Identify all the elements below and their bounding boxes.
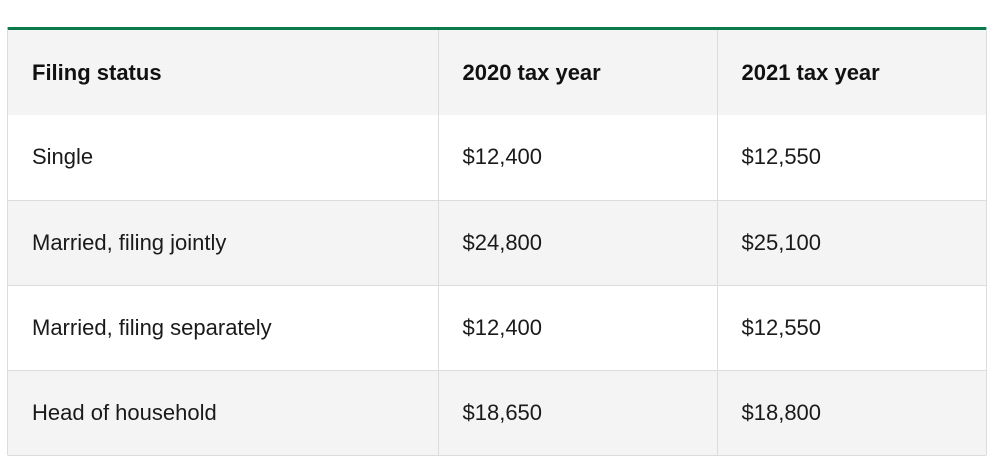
header-2020-tax-year: 2020 tax year <box>437 30 717 115</box>
header-filing-status: Filing status <box>8 30 438 115</box>
header-2021-tax-year: 2021 tax year <box>716 30 986 115</box>
cell-2021-amount: $25,100 <box>716 199 986 285</box>
cell-2021-amount: $18,800 <box>716 369 986 455</box>
standard-deduction-table: Filing status 2020 tax year 2021 tax yea… <box>7 27 987 456</box>
table-row: Married, filing separately $12,400 $12,5… <box>8 284 986 370</box>
data-table: Filing status 2020 tax year 2021 tax yea… <box>8 30 986 455</box>
cell-filing-status: Married, filing separately <box>8 284 438 370</box>
cell-filing-status: Single <box>8 115 438 200</box>
cell-2021-amount: $12,550 <box>716 115 986 200</box>
cell-2020-amount: $18,650 <box>437 369 717 455</box>
cell-2020-amount: $12,400 <box>437 115 717 200</box>
table-row: Single $12,400 $12,550 <box>8 115 986 200</box>
cell-2021-amount: $12,550 <box>716 284 986 370</box>
cell-2020-amount: $24,800 <box>437 199 717 285</box>
table-row: Head of household $18,650 $18,800 <box>8 369 986 455</box>
cell-2020-amount: $12,400 <box>437 284 717 370</box>
cell-filing-status: Head of household <box>8 369 438 455</box>
table-header-row: Filing status 2020 tax year 2021 tax yea… <box>8 30 986 115</box>
cell-filing-status: Married, filing jointly <box>8 199 438 285</box>
table-row: Married, filing jointly $24,800 $25,100 <box>8 199 986 285</box>
